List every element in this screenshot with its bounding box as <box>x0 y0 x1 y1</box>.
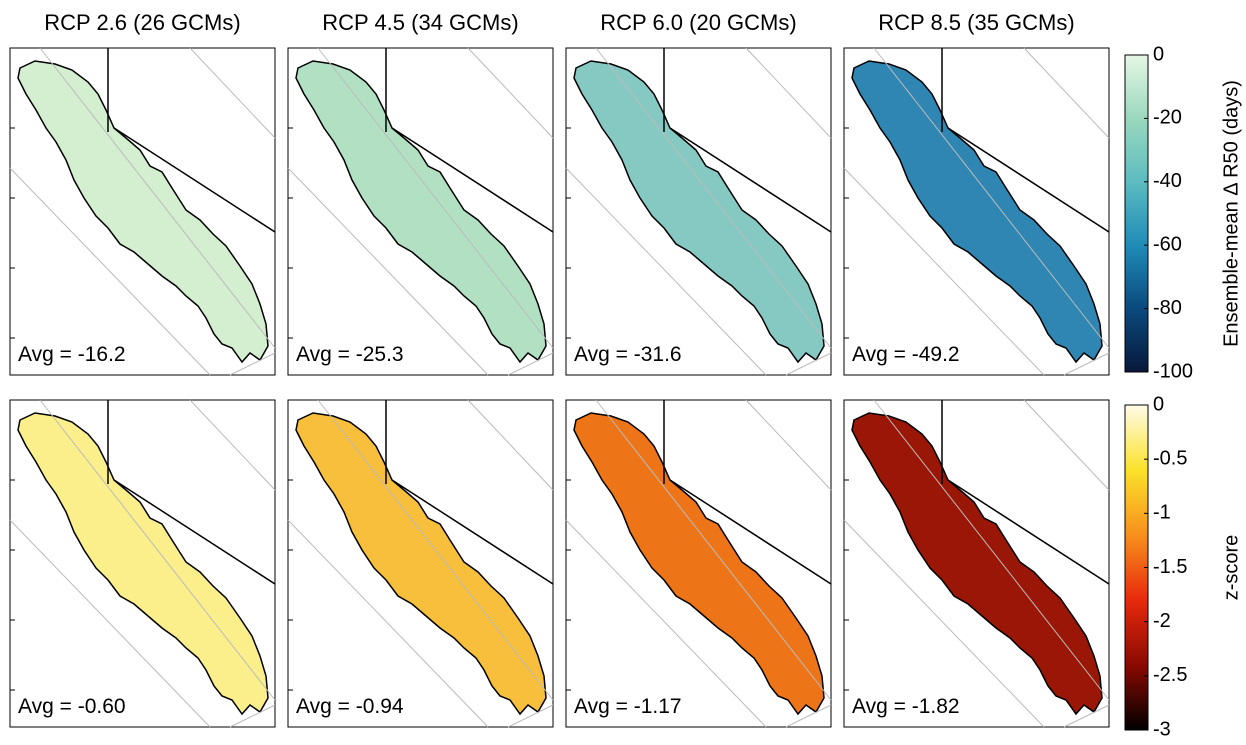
boundary <box>391 127 554 233</box>
map-panel: Avg = -1.17 <box>565 399 832 728</box>
boundary <box>947 479 1110 585</box>
average-label: Avg = -1.17 <box>574 695 682 718</box>
boundary <box>113 479 276 585</box>
colorbar-tick-label: -40 <box>1153 170 1182 192</box>
colorbar-tick-label: -1.5 <box>1153 556 1187 578</box>
average-label: Avg = -0.60 <box>18 695 126 718</box>
map-panel: Avg = -31.6 <box>565 47 832 376</box>
map-panel: Avg = -0.94 <box>287 399 554 728</box>
column-title: RCP 2.6 (26 GCMs) <box>44 10 240 35</box>
colorbar-tick-label: -2 <box>1153 610 1171 632</box>
colorbar <box>1124 54 1149 373</box>
column-title: RCP 8.5 (35 GCMs) <box>878 10 1074 35</box>
map-panel: Avg = -49.2 <box>843 47 1110 376</box>
average-label: Avg = -31.6 <box>574 343 682 366</box>
colorbar-tick-label: -20 <box>1153 107 1182 129</box>
column-title: RCP 4.5 (34 GCMs) <box>322 10 518 35</box>
colorbar-tick-label: -3 <box>1153 718 1171 740</box>
boundary <box>669 127 832 233</box>
average-label: Avg = -25.3 <box>296 343 404 366</box>
boundary <box>113 127 276 233</box>
colorbar-tick-label: -100 <box>1153 360 1193 382</box>
map-panel: Avg = -1.82 <box>843 399 1110 728</box>
map-panel: Avg = -0.60 <box>9 399 276 728</box>
boundary <box>669 479 832 585</box>
colorbar-tick-label: 0 <box>1153 43 1164 65</box>
colorbar-label: z-score <box>1220 535 1242 601</box>
column-title: RCP 6.0 (20 GCMs) <box>600 10 796 35</box>
boundary <box>947 127 1110 233</box>
map-panel: Avg = -25.3 <box>287 47 554 376</box>
colorbar-tick-label: -60 <box>1153 233 1182 255</box>
colorbar-tick-label: -0.5 <box>1153 447 1187 469</box>
boundary <box>391 479 554 585</box>
average-label: Avg = -16.2 <box>18 343 126 366</box>
colorbar-tick-label: -2.5 <box>1153 664 1187 686</box>
average-label: Avg = -0.94 <box>296 695 404 718</box>
colorbar-tick-label: 0 <box>1153 393 1164 415</box>
average-label: Avg = -1.82 <box>852 695 960 718</box>
colorbar-label: Ensemble-mean Δ R50 (days) <box>1220 80 1242 347</box>
colorbar-tick-label: -80 <box>1153 297 1182 319</box>
map-panel: Avg = -16.2 <box>9 47 276 376</box>
average-label: Avg = -49.2 <box>852 343 960 366</box>
colorbar-tick-label: -1 <box>1153 502 1171 524</box>
